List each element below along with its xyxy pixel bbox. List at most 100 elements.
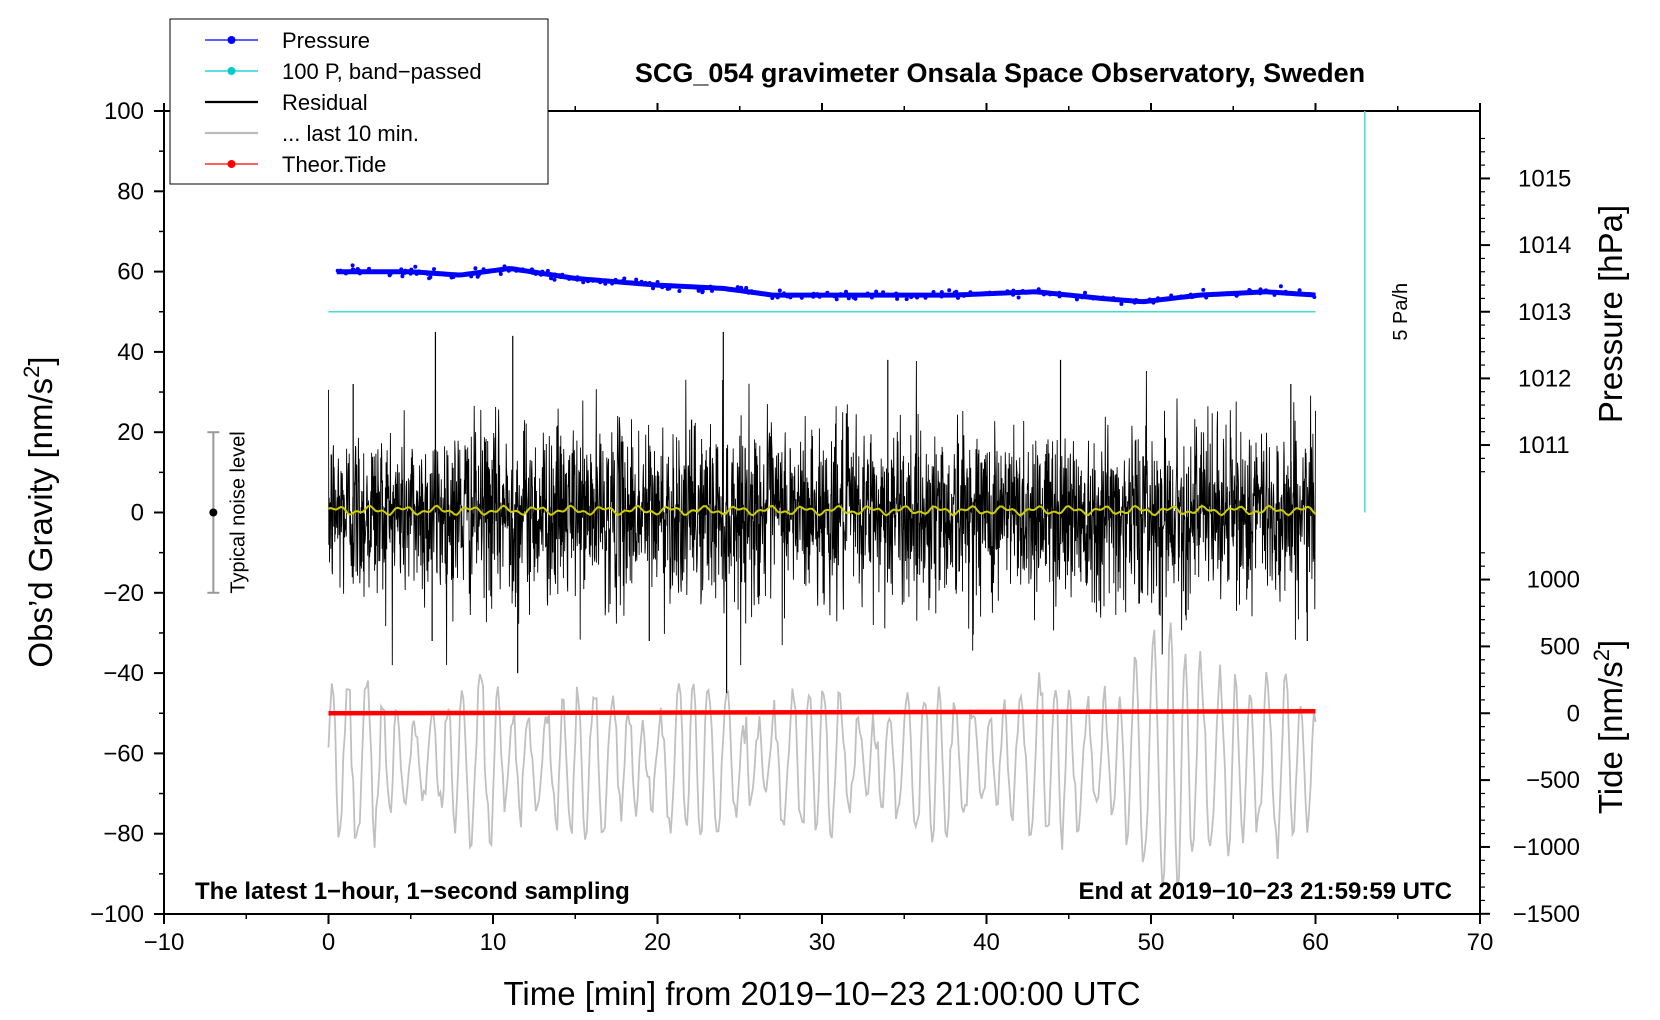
pressure-point-185 bbox=[481, 267, 486, 272]
pressure-point-212 bbox=[629, 281, 634, 286]
pressure-point-192 bbox=[575, 277, 580, 282]
pressure-point-160 bbox=[621, 278, 625, 283]
pressure-point-213 bbox=[530, 267, 535, 272]
series-last-10-min-line bbox=[327, 622, 1317, 889]
pressure-point-110 bbox=[408, 271, 413, 276]
pressure-point-141 bbox=[846, 296, 851, 301]
pressure-point-58 bbox=[1005, 289, 1010, 294]
pressure-point-74 bbox=[552, 277, 557, 282]
y-tick-label-7: −40 bbox=[103, 660, 144, 687]
pressure-point-197 bbox=[498, 269, 503, 273]
pressure-point-66 bbox=[1106, 297, 1111, 302]
pressure-point-215 bbox=[639, 279, 644, 284]
pressure-point-76 bbox=[894, 291, 899, 296]
pressure-point-208 bbox=[700, 289, 705, 294]
pressure-point-81 bbox=[586, 279, 590, 284]
pressure-point-204 bbox=[610, 281, 615, 286]
pressure-point-147 bbox=[912, 293, 917, 298]
tide-tick-label-0: 1000 bbox=[1527, 567, 1580, 594]
pressure-point-28 bbox=[939, 294, 944, 299]
chart-title: SCG_054 gravimeter Onsala Space Observat… bbox=[635, 58, 1365, 88]
pressure-point-97 bbox=[463, 272, 468, 277]
pressure-point-151 bbox=[414, 271, 419, 276]
pressure-point-202 bbox=[667, 286, 672, 291]
pressure-point-159 bbox=[1225, 291, 1230, 296]
pressure-point-38 bbox=[904, 293, 909, 298]
tide-tick-label-1: 500 bbox=[1540, 633, 1580, 660]
pressure-point-4 bbox=[651, 286, 655, 291]
pressure-point-175 bbox=[1247, 288, 1252, 292]
pressure-point-183 bbox=[634, 277, 639, 282]
legend-label-1: 100 P, band−passed bbox=[282, 59, 482, 84]
pressure-point-20 bbox=[545, 268, 550, 273]
pressure-point-127 bbox=[1020, 289, 1025, 293]
series-theor-tide-line bbox=[328, 708, 1316, 716]
pressure-point-156 bbox=[539, 272, 543, 277]
y-tick-label-4: 20 bbox=[117, 419, 144, 446]
tide-tick-label-2: 0 bbox=[1567, 700, 1580, 727]
pressure-point-100 bbox=[514, 268, 519, 273]
pressure-point-107 bbox=[1080, 295, 1085, 300]
pressure-point-8 bbox=[956, 295, 960, 300]
pressure-point-80 bbox=[475, 274, 480, 279]
pressure-point-60 bbox=[1016, 295, 1021, 300]
pressure-point-122 bbox=[1201, 287, 1206, 292]
x-tick-label-0: −10 bbox=[144, 929, 185, 956]
y-tick-label-5: 0 bbox=[131, 500, 144, 527]
pressure-point-105 bbox=[874, 289, 879, 294]
legend-marker-0 bbox=[227, 36, 236, 44]
pressure-point-194 bbox=[1183, 295, 1187, 300]
x-tick-label-8: 70 bbox=[1467, 929, 1494, 956]
tide-axis-title-end: ] bbox=[1592, 640, 1629, 649]
pressure-point-64 bbox=[388, 271, 393, 276]
pressure-point-161 bbox=[799, 295, 804, 300]
pressure-point-33 bbox=[1156, 296, 1160, 301]
pressure-point-39 bbox=[553, 272, 558, 277]
tide-axis-title-sup: 2 bbox=[1589, 649, 1614, 661]
y-tick-label-6: −20 bbox=[103, 580, 144, 607]
pressure-point-191 bbox=[1057, 294, 1062, 299]
pressure-point-7 bbox=[590, 278, 595, 283]
pressure-point-113 bbox=[335, 268, 340, 273]
pressure-point-187 bbox=[1048, 292, 1052, 297]
pressure-point-56 bbox=[520, 267, 525, 272]
pressure-point-14 bbox=[1307, 292, 1312, 297]
pressure-point-50 bbox=[1083, 290, 1087, 295]
pressure-point-40 bbox=[710, 288, 714, 293]
pressure-point-55 bbox=[351, 267, 356, 272]
pressure-point-25 bbox=[1278, 284, 1283, 289]
pressure-point-54 bbox=[442, 272, 447, 277]
pressure-point-67 bbox=[915, 295, 920, 300]
pressure-point-158 bbox=[775, 295, 780, 300]
pressure-point-195 bbox=[502, 264, 507, 269]
axes-layer: −10 0 10 20 30 40 50 60 70100806040200−20−40−60−… bbox=[90, 98, 1580, 956]
x-tick-label-5: 40 bbox=[973, 929, 1000, 956]
pressure-point-217 bbox=[1091, 296, 1096, 301]
pressure-point-179 bbox=[549, 273, 554, 278]
pressure-point-200 bbox=[1190, 295, 1194, 300]
series-residual-line bbox=[328, 360, 1316, 666]
x-tick-label-7: 60 bbox=[1302, 929, 1329, 956]
tide-tick-label-3: −500 bbox=[1526, 767, 1580, 794]
y-tick-label-9: −80 bbox=[103, 821, 144, 848]
pressure-point-168 bbox=[1132, 300, 1137, 305]
pressure-tick-label-3: 1012 bbox=[1518, 365, 1571, 392]
y-axis-title-left-sup: 2 bbox=[19, 366, 44, 378]
x-tick-label-1: 0 bbox=[322, 929, 335, 956]
pressure-point-101 bbox=[954, 289, 959, 294]
pressure-point-138 bbox=[987, 292, 992, 297]
pressure-point-70 bbox=[777, 288, 782, 293]
tide-axis-title-text: Tide [nm/s bbox=[1592, 661, 1629, 814]
pressure-point-21 bbox=[1151, 300, 1156, 305]
pressure-point-201 bbox=[1283, 289, 1288, 294]
pressure-point-112 bbox=[767, 292, 772, 297]
pressure-point-205 bbox=[613, 277, 618, 282]
pressure-point-106 bbox=[647, 281, 652, 285]
pressure-point-98 bbox=[1119, 302, 1124, 306]
pressure-point-163 bbox=[984, 291, 988, 296]
pressure-point-146 bbox=[963, 292, 968, 297]
y-tick-label-2: 60 bbox=[117, 259, 144, 286]
pressure-point-150 bbox=[746, 290, 751, 295]
pressure-point-121 bbox=[923, 295, 928, 300]
pressure-point-133 bbox=[350, 263, 355, 268]
